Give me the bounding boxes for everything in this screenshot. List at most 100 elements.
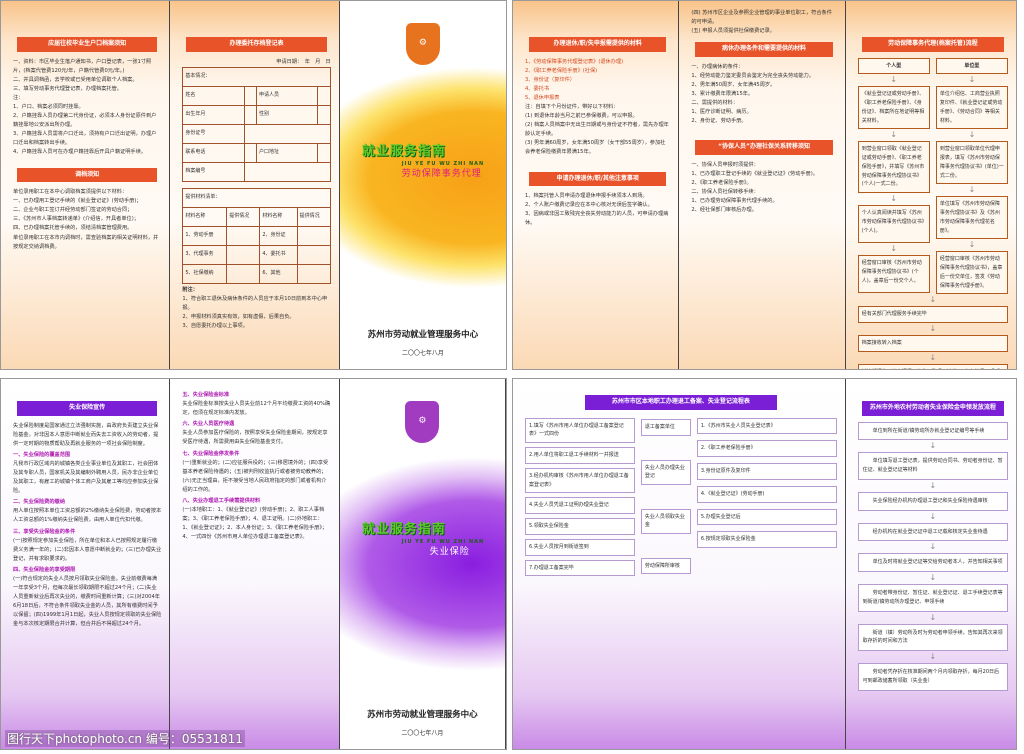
arrow-down-icon: ↓ bbox=[929, 480, 937, 490]
material-item: 2、《职工养老保险手册》(社保) bbox=[525, 67, 598, 74]
field-input[interactable] bbox=[243, 123, 331, 144]
paragraph: 1、经劳动能力鉴定委员会鉴定为完全丧失劳动能力。 bbox=[691, 72, 814, 79]
notice-item-list: 一、资料：市区毕业生落户通知书，户口登记表，一张1寸照片，(档案代管费120元/… bbox=[13, 58, 161, 158]
field-input[interactable] bbox=[243, 104, 258, 125]
section-label: 提供材料清单： bbox=[182, 187, 331, 208]
logo-emblem: ⚙ bbox=[405, 401, 440, 443]
cover-organization: 苏州市劳动就业管理服务中心 bbox=[367, 330, 479, 341]
section-heading: 失业保险宣传 bbox=[17, 401, 158, 416]
flow-step: 劳动保障所审核 bbox=[640, 557, 691, 575]
arrow-down-icon: ↓ bbox=[890, 194, 898, 203]
paragraph: (1) 到退休年龄当月之前已参保缴费，可以申报。 bbox=[525, 113, 638, 120]
column-header: 个人型 bbox=[857, 57, 930, 75]
flowchart-title: 劳动保障事务代理(档案托管)流程 bbox=[861, 37, 1004, 52]
flow-step: 劳动者凭存折在核准期间两个月内领取存折，每月20日后可到邮政储蓄所领取（失业金） bbox=[857, 663, 1008, 691]
check-cell[interactable] bbox=[296, 263, 331, 284]
flow-step: 单位填写《苏州市劳动保障事务代理协议书》及《苏州市劳动保障事务代理花名册》。 bbox=[935, 196, 1008, 240]
notice-item: 三、《苏州市人事档案转递单》(介绍信，开具者单位)； bbox=[13, 216, 139, 223]
paragraph: 一、协保人员申报时须提供： bbox=[691, 161, 759, 168]
panel-registration-form: 办理委托存档登记表 申请日期： 年 月 日 基本情况： 姓名 申请人员 出生年月性… bbox=[170, 1, 340, 369]
flow-step: 7.办理退工备案完毕 bbox=[525, 559, 635, 577]
arrow-down-icon: ↓ bbox=[929, 511, 937, 521]
column-header: 材料名称 bbox=[182, 206, 228, 227]
field-input[interactable] bbox=[243, 161, 331, 182]
section-heading: 申请办理退休/职/其他注意事项 bbox=[529, 171, 667, 187]
notice-item: 注： bbox=[13, 94, 24, 101]
flow-step: 单位填写退工登记表，提供劳动合同书、劳动者身份证、暂住证、就业登记证等材料 bbox=[857, 452, 1008, 480]
material-item: 6、其他 bbox=[259, 263, 298, 284]
notice-item: 3、户籍挂靠人员需将户口迁出，须持有户口迁出证明，办理户口迁出和档案转出手续。 bbox=[13, 131, 157, 147]
arrow-down-icon: ↓ bbox=[890, 244, 898, 253]
arrow-down-icon: ↓ bbox=[929, 542, 937, 552]
mid-flow: 退工备案单位 失业人员办理失业登记 失业人员领取失业金 劳动保障所审核 bbox=[640, 418, 691, 577]
flow-step: 街道（镇）劳动所及时为劳动者申领手续，告知其再次来领取存折的时间和方法 bbox=[857, 623, 1008, 651]
section-title: 一、失业保险的覆盖范围 bbox=[13, 451, 71, 458]
notice-item: 1、户口、档案必须同时挂靠。 bbox=[13, 103, 84, 110]
flow-step: 退工备案单位 bbox=[640, 419, 691, 437]
field-input[interactable] bbox=[317, 85, 331, 106]
section-text: 用人单位按照本单位工资总额的2%缴纳失业保险费，劳动者按本人工资总额的1%缴纳失… bbox=[13, 508, 162, 524]
section-title: 八、失业办理退工手续需提供材料 bbox=[182, 498, 261, 505]
check-cell[interactable] bbox=[296, 244, 331, 265]
section-title: 四、失业保险金的享受期限 bbox=[13, 566, 76, 573]
material-item: 4、委托书 bbox=[525, 85, 550, 92]
cover-title: 就业服务指南 bbox=[361, 144, 446, 159]
column-header: 材料名称 bbox=[259, 206, 298, 227]
section-title: 三、享受失业保险金的条件 bbox=[13, 528, 76, 535]
notice-item: 2、户籍挂靠人员办理第二代身份证，必须本人身份证原件到户籍挂靠地公安派出所办理。 bbox=[13, 113, 157, 129]
paragraph: 一、办理病休的条件： bbox=[691, 63, 744, 70]
check-cell[interactable] bbox=[296, 225, 331, 246]
flowchart-title: 苏州市市区本地职工办理退工备案、失业登记流程表 bbox=[585, 395, 777, 410]
field-label: 出生年月 bbox=[182, 104, 245, 125]
notice-item: 单位录用职工在本市内调档时，需查验档案的相关证明材料，并按规定交纳调档费。 bbox=[13, 234, 159, 250]
form-title: 办理委托存档登记表 bbox=[186, 37, 327, 52]
section-title: 二、失业保险费的缴纳 bbox=[13, 499, 65, 506]
field-input[interactable] bbox=[243, 85, 258, 106]
section-label: 基本情况： bbox=[182, 66, 331, 87]
employment-brochure: 应届往校毕业生户口档案须知 一、资料：市区毕业生落户通知书，户口登记表，一张1寸… bbox=[0, 0, 507, 370]
flow-step: 单位到所在街道/镇劳动所办就业登记证编号等手续 bbox=[857, 421, 1008, 441]
column-header: 提供情况 bbox=[226, 206, 261, 227]
section-heading: 应届往校毕业生户口档案须知 bbox=[17, 37, 158, 52]
flow-brochure: 苏州市市区本地职工办理退工备案、失业登记流程表 1.填写《苏州市用人单位办理退工… bbox=[512, 378, 1017, 750]
arrow-down-icon: ↓ bbox=[968, 240, 976, 250]
field-input[interactable] bbox=[317, 104, 331, 125]
flow-step: 4.《就业登记证》(劳动手册) bbox=[696, 485, 837, 503]
paragraph: 二、协保人员社保转移手续： bbox=[691, 189, 759, 196]
flow-step: 单位介绍信、工商营业执照复印件、《就业登记证或劳动手册》、《劳动合同》等相关材料… bbox=[935, 86, 1008, 130]
check-cell[interactable] bbox=[226, 244, 261, 265]
flow-step: 个人认真阅读并填写《苏州市劳动保障事务代理协议书》(个人)。 bbox=[857, 205, 930, 243]
arrow-down-icon: ↓ bbox=[968, 130, 976, 140]
flow-step: 2.《职工养老保险手册》 bbox=[696, 440, 837, 457]
arrow-down-icon: ↓ bbox=[929, 573, 937, 582]
material-item-list: 1、《劳动保障事务代理登记表》(退休办理) 2、《职工养老保险手册》(社保) 3、身… bbox=[525, 58, 670, 103]
flow-step: 2.用人单位将职工退工手续材料一并报送 bbox=[525, 447, 635, 464]
flow-step: 经营窗口审核《苏州市劳动保障事务代理协议书》，盖章后一份交单位，签发《劳动保障事… bbox=[935, 251, 1008, 295]
field-input[interactable] bbox=[243, 142, 258, 163]
paragraph: (四) 苏州市区企业及参照企业管理的事业单位职工，符合条件的可申请。 bbox=[691, 10, 832, 26]
flow-step: 5.领取失业保险金 bbox=[525, 518, 635, 535]
cover-labor-agency: ⚙ 就业服务指南 JIU YE FU WU ZHI NAN 劳动保障事务代理 苏… bbox=[339, 1, 506, 369]
basic-info-table: 基本情况： 姓名 申请人员 出生年月 性别 身份证号 联系电话 户口地址 档案编号 bbox=[182, 66, 331, 182]
flow-step: 档案接收转入档案 bbox=[857, 335, 1008, 352]
cover-date: 二〇〇七年八月 bbox=[401, 349, 444, 357]
paragraph: (2) 档案人员档案中无出生日期或与身份证不符者，需先办理年龄认定手续。 bbox=[525, 122, 669, 138]
check-cell[interactable] bbox=[226, 225, 261, 246]
notice-item: 4、户籍挂靠人员可在办理户籍挂靠后开具户籍证明手续。 bbox=[13, 149, 146, 156]
left-flow: 1.填写《苏州市用人单位办理退工备案登记表》一式四份 2.用人单位将职工退工手续材… bbox=[525, 417, 635, 577]
field-input[interactable] bbox=[317, 142, 331, 163]
section-title: 五、失业保险金标准 bbox=[182, 392, 230, 398]
notes-heading: 附注： bbox=[182, 286, 198, 293]
notice-item: 一、资料：市区毕业生落户通知书，户口登记表，一张1寸照片，(档案代管费120元/… bbox=[13, 58, 152, 74]
notice-item: 一、已办理用工登记手续的《就业登记证》(劳动手册)； bbox=[13, 198, 142, 205]
intro-paragraph: 失业保险制度是国家通过立法强制实施，由政府负责建立失业保险基金，对非因本人意愿中… bbox=[13, 422, 159, 447]
check-cell[interactable] bbox=[226, 263, 261, 284]
panel-migrant-benefit-flow: 苏州市外地农村劳动者失业保险金申领发放流程 单位到所在街道/镇劳动所办就业登记证… bbox=[845, 379, 1016, 749]
panel-sick-leave: (四) 苏州市区企业及参照企业管理的事业单位职工，符合条件的可申请。 (五) 申报… bbox=[679, 1, 846, 369]
note-item-list: 1、符合职工退休及病休条件的人员应于本月10日前到本中心申报。 2、申报材料须真实… bbox=[182, 295, 330, 331]
paragraph-list: (四) 苏州市区企业及参照企业管理的事业单位职工，符合条件的可申请。 (五) 申报… bbox=[691, 9, 836, 36]
arrow-down-icon: ↓ bbox=[929, 652, 937, 661]
flow-step: 失业保险经办机构办理退工登记和失业保险待遇审核 bbox=[857, 491, 1008, 511]
paragraph: 二、需提供的材料： bbox=[691, 100, 739, 107]
paragraph-list: 1、档案托管人员申请办理退休申报手续须本人到场。 2、个人账户缴费记录应在本中心核… bbox=[525, 192, 670, 228]
